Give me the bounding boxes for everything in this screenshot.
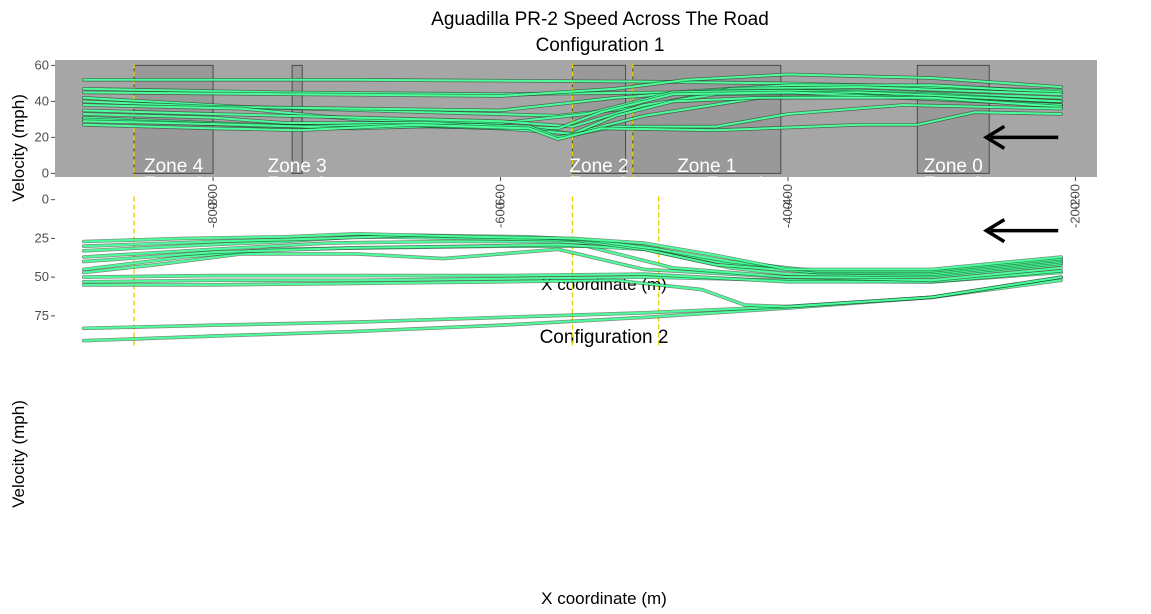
y-tick-label-0: 0 bbox=[42, 192, 49, 207]
x-tick-label-2: -400 bbox=[780, 202, 795, 228]
y-tick-label-1: 20 bbox=[35, 129, 49, 144]
zone-2-label: Zone 2 bbox=[569, 156, 628, 177]
zone-0-label: Zone 4 bbox=[144, 174, 204, 195]
trajectory-line-11 bbox=[82, 111, 1063, 141]
zone-0-label: Zone 4 bbox=[144, 156, 204, 177]
trajectory-line-11 bbox=[82, 232, 1063, 271]
y-tick-label-0: 0 bbox=[42, 165, 49, 180]
y-tick-label-3: 75 bbox=[35, 308, 49, 323]
figure-title: Aguadilla PR-2 Speed Across The Road bbox=[431, 9, 769, 30]
panel-2-ylabel: Velocity (mph) bbox=[9, 400, 28, 508]
y-tick-label-1: 25 bbox=[35, 230, 49, 245]
zone-1-label: Zone 3 bbox=[268, 174, 327, 195]
zone-4-label: Zone 0 bbox=[924, 156, 983, 177]
panel-1-title: Configuration 1 bbox=[536, 35, 665, 56]
panel-2-xlabel: X coordinate (m) bbox=[541, 589, 667, 608]
y-tick-label-2: 50 bbox=[35, 269, 49, 284]
zone-1-box bbox=[291, 64, 303, 174]
panel-1-ylabel: Velocity (mph) bbox=[9, 94, 28, 202]
zone-3-label: Zone 1 bbox=[677, 156, 736, 177]
zone-4-label: Zone 0 bbox=[924, 174, 983, 195]
x-tick-label-1: -600 bbox=[493, 202, 508, 228]
zone-1-label: Zone 3 bbox=[268, 156, 327, 177]
panel-2-plot: Zone 4 Zone 3 Zone 2 Zone 1 Zone 0 0 25 50 75 -80… bbox=[35, 174, 1082, 346]
trajectory-line-4 bbox=[82, 269, 1063, 283]
x-tick-label-3: -200 bbox=[1067, 202, 1082, 228]
y-tick-label-2: 40 bbox=[35, 93, 49, 108]
trajectory-line-2 bbox=[82, 276, 1063, 308]
zone-2-label: Zone 2 bbox=[569, 174, 628, 195]
x-tick-label-0: -800 bbox=[205, 202, 220, 228]
zone-3-label: Zone 1 bbox=[707, 174, 766, 195]
trajectory-line-2 bbox=[82, 73, 1063, 97]
direction-arrow-head bbox=[982, 124, 1006, 150]
direction-arrow-head bbox=[982, 218, 1006, 244]
y-tick-label-3: 60 bbox=[35, 57, 49, 72]
panel-2-title: Configuration 2 bbox=[540, 327, 669, 348]
